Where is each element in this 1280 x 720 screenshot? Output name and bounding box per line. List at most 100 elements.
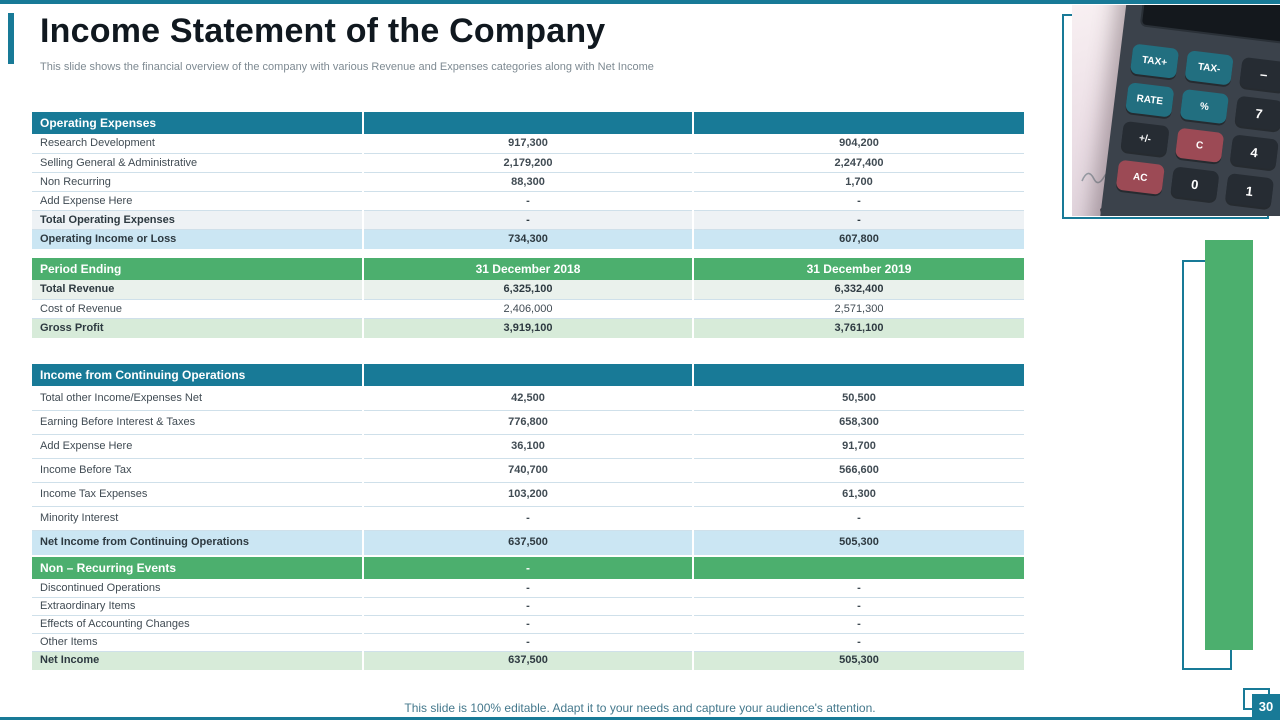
table-header-col-2018: - [362, 557, 693, 579]
value-2018: 6,325,100 [362, 280, 693, 300]
row-label: Other Items [32, 633, 363, 652]
table-header-col-2018 [362, 112, 693, 134]
row-label: Research Development [32, 134, 363, 154]
table-row: Extraordinary Items - - [32, 597, 1024, 616]
table-header-row: Non – Recurring Events - [32, 557, 1024, 579]
value-2018: - [362, 633, 693, 652]
value-2018: 740,700 [362, 458, 693, 483]
title-accent-bar [8, 13, 14, 64]
table-row: Effects of Accounting Changes - - [32, 615, 1024, 634]
slide-title: Income Statement of the Company [40, 12, 606, 50]
calc-key: TAX+ [1129, 43, 1180, 79]
value-2019: 658,300 [692, 410, 1024, 435]
table-row: Other Items - - [32, 633, 1024, 652]
row-label: Income Before Tax [32, 458, 363, 483]
calc-key: AC [1115, 159, 1165, 195]
row-label: Total Revenue [32, 280, 363, 300]
value-2019: 91,700 [692, 434, 1024, 459]
value-2018: 2,179,200 [362, 153, 693, 173]
table-row: Non Recurring 88,300 1,700 [32, 172, 1024, 192]
value-2019: 607,800 [692, 229, 1024, 249]
calculator-photo: TAX+ TAX- − RATE % 7 +/- C 4 AC 0 1 [1072, 5, 1280, 216]
value-2019: 1,700 [692, 172, 1024, 192]
table-row: Discontinued Operations - - [32, 579, 1024, 598]
row-label: Selling General & Administrative [32, 153, 363, 173]
table-row-highlight: Gross Profit 3,919,100 3,761,100 [32, 318, 1024, 338]
operating-expenses-table: Operating Expenses Research Development … [32, 112, 1024, 249]
row-label: Net Income [32, 651, 363, 670]
table-row: Cost of Revenue 2,406,000 2,571,300 [32, 299, 1024, 319]
table-header-row: Operating Expenses [32, 112, 1024, 134]
calc-key: RATE [1125, 82, 1175, 118]
calc-key: 4 [1229, 134, 1279, 170]
row-label: Non Recurring [32, 172, 363, 192]
table-row: Minority Interest - - [32, 506, 1024, 531]
value-2019: 3,761,100 [692, 318, 1024, 338]
value-2018: 103,200 [362, 482, 693, 507]
value-2019: 6,332,400 [692, 280, 1024, 300]
table-header-title: Period Ending [32, 258, 363, 280]
row-label: Add Expense Here [32, 434, 363, 459]
table-header-col-2019 [692, 364, 1024, 386]
value-2018: - [362, 579, 693, 598]
table-header-title: Non – Recurring Events [32, 557, 363, 579]
table-header-col-2019: 31 December 2019 [692, 258, 1024, 280]
value-2018: 637,500 [362, 651, 693, 670]
row-label: Earning Before Interest & Taxes [32, 410, 363, 435]
row-label: Total other Income/Expenses Net [32, 386, 363, 411]
row-label: Cost of Revenue [32, 299, 363, 319]
continuing-operations-table: Income from Continuing Operations Total … [32, 364, 1024, 555]
footer-note: This slide is 100% editable. Adapt it to… [404, 701, 876, 715]
calc-key: 0 [1170, 166, 1220, 202]
value-2018: 88,300 [362, 172, 693, 192]
value-2018: - [362, 597, 693, 616]
table-row-total: Total Operating Expenses - - [32, 210, 1024, 230]
table-header-col-2019 [692, 112, 1024, 134]
calc-key: +/- [1120, 120, 1170, 157]
table-header-row: Period Ending 31 December 2018 31 Decemb… [32, 258, 1024, 280]
value-2019: - [692, 191, 1024, 211]
value-2018: 917,300 [362, 134, 693, 154]
value-2019: 505,300 [692, 651, 1024, 670]
table-row: Total other Income/Expenses Net 42,500 5… [32, 386, 1024, 411]
calc-key: C [1174, 127, 1225, 163]
calc-key: % [1179, 88, 1230, 125]
value-2018: - [362, 210, 693, 230]
slide-subtitle: This slide shows the financial overview … [40, 61, 654, 73]
table-header-row: Income from Continuing Operations [32, 364, 1024, 386]
row-label: Operating Income or Loss [32, 229, 363, 249]
table-row-highlight: Operating Income or Loss 734,300 607,800 [32, 229, 1024, 249]
table-row-total: Total Revenue 6,325,100 6,332,400 [32, 280, 1024, 300]
top-accent-strip [0, 0, 1280, 4]
row-label: Gross Profit [32, 318, 363, 338]
table-header-col-2019 [692, 557, 1024, 579]
value-2019: - [692, 506, 1024, 531]
table-row: Selling General & Administrative 2,179,2… [32, 153, 1024, 173]
table-row-highlight: Net Income from Continuing Operations 63… [32, 530, 1024, 555]
calc-key: TAX- [1184, 50, 1234, 86]
value-2018: - [362, 615, 693, 634]
row-label: Income Tax Expenses [32, 482, 363, 507]
value-2018: 776,800 [362, 410, 693, 435]
row-label: Extraordinary Items [32, 597, 363, 616]
table-header-col-2018 [362, 364, 693, 386]
value-2019: 2,571,300 [692, 299, 1024, 319]
value-2019: - [692, 633, 1024, 652]
row-label: Effects of Accounting Changes [32, 615, 363, 634]
page-number: 30 [1252, 694, 1280, 718]
value-2018: 2,406,000 [362, 299, 693, 319]
value-2019: 2,247,400 [692, 153, 1024, 173]
value-2018: 36,100 [362, 434, 693, 459]
table-row: Add Expense Here - - [32, 191, 1024, 211]
table-header-title: Income from Continuing Operations [32, 364, 363, 386]
value-2018: 637,500 [362, 530, 693, 555]
value-2019: - [692, 615, 1024, 634]
value-2019: 505,300 [692, 530, 1024, 555]
table-row: Income Tax Expenses 103,200 61,300 [32, 482, 1024, 507]
value-2018: 734,300 [362, 229, 693, 249]
table-row: Earning Before Interest & Taxes 776,800 … [32, 410, 1024, 435]
value-2019: 566,600 [692, 458, 1024, 483]
table-header-col-2018: 31 December 2018 [362, 258, 693, 280]
value-2018: 42,500 [362, 386, 693, 411]
value-2018: 3,919,100 [362, 318, 693, 338]
